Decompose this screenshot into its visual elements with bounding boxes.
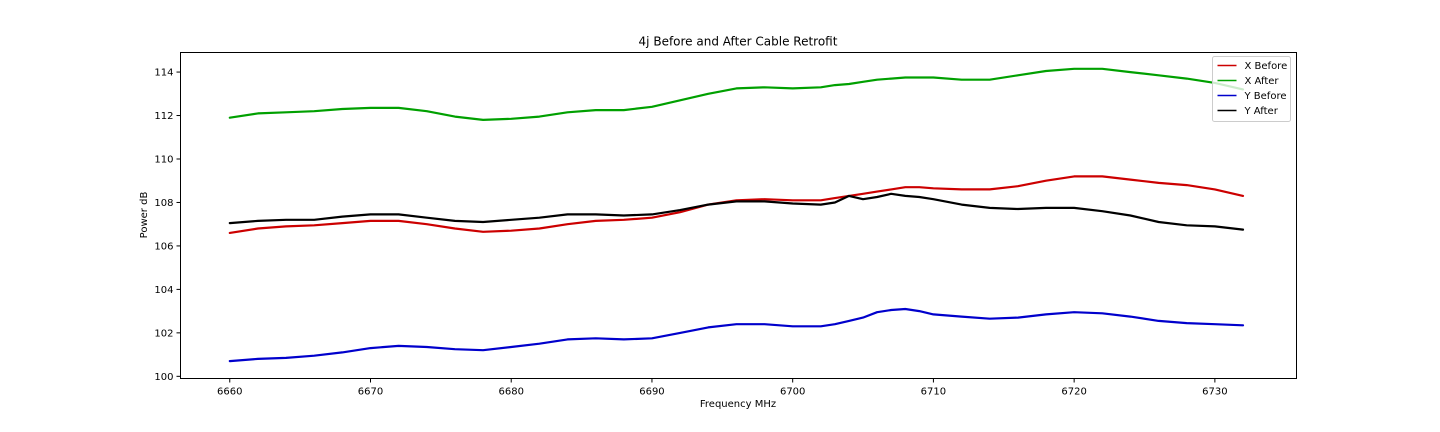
x-tick-label-5: 6710 <box>921 387 946 398</box>
legend: X Before X After Y Before Y After <box>1212 56 1291 122</box>
x-tick-label-7: 6730 <box>1202 387 1227 398</box>
x-tick-label-6: 6720 <box>1061 387 1086 398</box>
x-tick-label-4: 6700 <box>780 387 805 398</box>
legend-box <box>1212 56 1291 122</box>
x-tick-label-0: 6660 <box>217 387 242 398</box>
y-tick-label-6: 112 <box>154 111 173 122</box>
legend-label-0: X Before <box>1245 61 1288 72</box>
legend-label-3: Y After <box>1244 106 1279 117</box>
series-line-1 <box>228 67 1245 121</box>
y-axis: 100 102 104 106 108 110 112 114 <box>154 68 181 383</box>
x-axis: 6660 6670 6680 6690 6700 6710 6720 6730 <box>217 378 1228 398</box>
y-tick-label-1: 102 <box>154 328 173 339</box>
y-tick-label-2: 104 <box>154 285 173 296</box>
y-tick-label-3: 106 <box>154 241 173 252</box>
series-line-2 <box>228 307 1245 363</box>
plot-lines <box>228 67 1245 363</box>
chart-title: 4j Before and After Cable Retrofit <box>639 35 838 49</box>
legend-label-2: Y Before <box>1244 91 1287 102</box>
x-tick-label-2: 6680 <box>498 387 523 398</box>
series-line-0 <box>228 175 1245 234</box>
x-axis-label: Frequency MHz <box>700 399 776 410</box>
plot-frame <box>180 52 1297 379</box>
x-tick-label-3: 6690 <box>639 387 664 398</box>
y-tick-label-4: 108 <box>154 198 173 209</box>
y-tick-label-7: 114 <box>154 68 173 79</box>
legend-label-1: X After <box>1245 76 1280 87</box>
y-axis-label: Power dB <box>139 192 150 239</box>
series-line-3 <box>228 192 1245 231</box>
y-tick-label-5: 110 <box>154 154 173 165</box>
x-tick-label-1: 6670 <box>358 387 383 398</box>
y-tick-label-0: 100 <box>154 372 173 383</box>
